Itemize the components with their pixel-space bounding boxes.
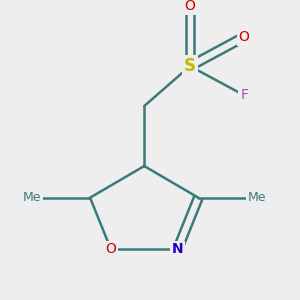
Text: O: O bbox=[106, 242, 116, 256]
Text: O: O bbox=[184, 0, 195, 13]
Text: O: O bbox=[239, 30, 250, 44]
Text: Me: Me bbox=[22, 191, 41, 204]
Text: N: N bbox=[172, 242, 183, 256]
Text: F: F bbox=[240, 88, 248, 102]
Text: S: S bbox=[184, 57, 196, 75]
Text: Me: Me bbox=[248, 191, 266, 204]
